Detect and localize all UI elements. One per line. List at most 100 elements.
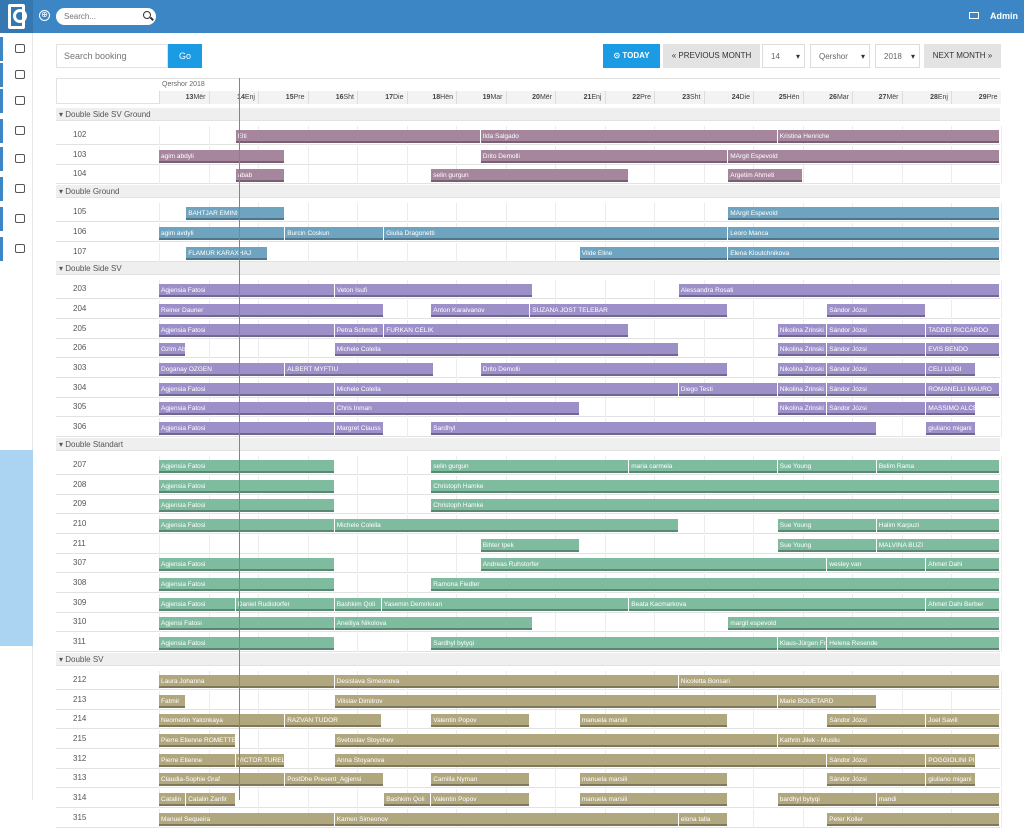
- booking-bar[interactable]: Sándor Józsi: [827, 714, 926, 728]
- booking-bar[interactable]: Sue Young: [777, 518, 876, 532]
- booking-bar[interactable]: Chris Inman: [334, 402, 579, 416]
- booking-bar[interactable]: ROMANELLI MAURO: [926, 382, 999, 396]
- booking-bar[interactable]: CELI LUIGI: [926, 363, 975, 376]
- calendar-icon[interactable]: [0, 63, 33, 87]
- booking-bar[interactable]: Nikolina Zrinski: [777, 402, 827, 416]
- booking-bar[interactable]: PostDhe Present_Agjensi: [285, 773, 384, 787]
- booking-bar[interactable]: Agjensia Fatosi: [159, 402, 334, 416]
- booking-bar[interactable]: Agjensia Fatosi: [159, 499, 334, 513]
- booking-bar[interactable]: Camilla Nyman: [431, 773, 530, 787]
- booking-bar[interactable]: Beata Kacmarkova: [629, 597, 926, 611]
- booking-bar[interactable]: Sándor Józsi: [827, 363, 926, 376]
- room-group-header[interactable]: ▾ Double Standart: [56, 437, 1000, 451]
- booking-search-input[interactable]: [56, 44, 168, 68]
- booking-bar[interactable]: Kristina Henriche: [777, 130, 999, 143]
- booking-bar[interactable]: Michele Colella: [334, 382, 678, 396]
- booking-bar[interactable]: Michele Colella: [334, 343, 678, 357]
- booking-bar[interactable]: Ahmet Dahi Berber: [926, 597, 999, 611]
- day-select[interactable]: 14: [762, 44, 805, 69]
- booking-bar[interactable]: Belim Rama: [876, 459, 999, 473]
- room-group-header[interactable]: ▾ Double Side SV: [56, 262, 1000, 276]
- booking-bar[interactable]: VICTOR TUREL: [235, 753, 285, 767]
- booking-bar[interactable]: Valentin Popov: [431, 714, 530, 728]
- booking-bar[interactable]: Sándor Józsi: [827, 382, 926, 396]
- booking-bar[interactable]: Leoro Manca: [728, 226, 999, 240]
- booking-bar[interactable]: Agjensia Fatosi: [159, 637, 334, 651]
- booking-bar[interactable]: Claudia-Sophie Graf: [159, 773, 285, 787]
- booking-bar[interactable]: Drito Demolli: [480, 149, 728, 163]
- room-group-header[interactable]: ▾ Double Ground: [56, 185, 1000, 199]
- booking-bar[interactable]: Sándor Józsi: [827, 773, 926, 787]
- booking-bar[interactable]: Joel Savill: [926, 714, 999, 728]
- month-select[interactable]: Qershor: [810, 44, 870, 69]
- today-button[interactable]: ⊙ TODAY: [603, 44, 660, 68]
- booking-bar[interactable]: Ahmet Dahi: [926, 558, 999, 572]
- booking-bar[interactable]: Halim Karpuzi: [876, 518, 999, 532]
- booking-bar[interactable]: BAHTJAR EMINI: [186, 207, 285, 221]
- booking-bar[interactable]: Christoph Hamke: [431, 479, 999, 493]
- booking-bar[interactable]: Michele Colella: [334, 518, 678, 532]
- booking-bar[interactable]: Bashkim Qoli: [334, 597, 381, 611]
- booking-bar[interactable]: Manuel Sequeira: [159, 812, 334, 826]
- booking-bar[interactable]: Agjensia Fatosi: [159, 459, 334, 473]
- booking-bar[interactable]: Yasemin Demirkıran: [381, 597, 629, 611]
- booking-bar[interactable]: Klaus-Jürgen Fri: [777, 637, 827, 651]
- booking-bar[interactable]: giuliano migani: [926, 773, 975, 787]
- booking-bar[interactable]: Argetim Ahmeti: [728, 169, 802, 183]
- booking-bar[interactable]: Nikolina Zrinski: [777, 323, 827, 337]
- booking-bar[interactable]: wesley van: [827, 558, 926, 572]
- booking-bar[interactable]: Kamen Simeonov: [334, 812, 678, 826]
- booking-bar[interactable]: Andreas Ruhstorfer: [480, 558, 827, 572]
- list-icon[interactable]: [0, 147, 33, 171]
- booking-bar[interactable]: Sándor Józsi: [827, 343, 926, 357]
- booking-bar[interactable]: Sardhyl: [431, 422, 876, 436]
- booking-bar[interactable]: MASSIMO ALCERI: [926, 402, 975, 416]
- booking-bar[interactable]: Pierre Etienne: [159, 753, 235, 767]
- go-button[interactable]: Go: [168, 44, 202, 68]
- booking-bar[interactable]: Doganay OZGEN: [159, 363, 285, 376]
- booking-bar[interactable]: Vilislav Dimitrov: [334, 694, 777, 708]
- booking-bar[interactable]: Vilde Eline: [579, 246, 728, 260]
- sidebar-toggle-icon[interactable]: ⊕: [39, 10, 50, 21]
- booking-bar[interactable]: Agjensia Fatosi: [159, 422, 334, 436]
- room-group-header[interactable]: ▾ Double SV: [56, 652, 1000, 666]
- booking-bar[interactable]: Christoph Hamke: [431, 499, 999, 513]
- booking-bar[interactable]: Agjensia Fatosi: [159, 518, 334, 532]
- booking-bar[interactable]: Fatmir: [159, 694, 186, 708]
- booking-bar[interactable]: Agjensia Fatosi: [159, 597, 235, 611]
- mail-icon[interactable]: [969, 12, 979, 19]
- booking-bar[interactable]: Agjensia Fatosi: [159, 479, 334, 493]
- booking-bar[interactable]: Elena Kloutchnikova: [728, 246, 999, 260]
- booking-bar[interactable]: Diego Testi: [678, 382, 777, 396]
- booking-bar[interactable]: Sardhyl bytyqi: [431, 637, 777, 651]
- booking-bar[interactable]: Alessandra Rosati: [678, 284, 999, 298]
- booking-bar[interactable]: Laura Johanna: [159, 674, 334, 688]
- booking-bar[interactable]: Nikolina Zrinski: [777, 382, 827, 396]
- booking-bar[interactable]: Nikolina Zrinski: [777, 343, 827, 357]
- booking-bar[interactable]: Burcin Coskun: [285, 226, 384, 240]
- next-month-button[interactable]: NEXT MONTH »: [924, 44, 1001, 68]
- booking-bar[interactable]: Bihter Ipek: [480, 538, 579, 552]
- booking-bar[interactable]: Petra Schmidt: [334, 323, 384, 337]
- booking-bar[interactable]: Agjensia Fatosi: [159, 323, 334, 337]
- booking-bar[interactable]: FLAMUR KARAXHAJ: [186, 246, 267, 260]
- booking-bar[interactable]: SUZANA JOST TELEBAR: [530, 303, 728, 317]
- booking-bar[interactable]: Ramona Fiedler: [431, 578, 999, 591]
- booking-bar[interactable]: elona talla: [678, 812, 728, 826]
- booking-bar[interactable]: TADDEI RICCARDO: [926, 323, 999, 337]
- booking-bar[interactable]: Sándor Józsi: [827, 323, 926, 337]
- booking-bar[interactable]: MArgit Espevold: [728, 207, 999, 221]
- booking-bar[interactable]: Veton Isufi: [334, 284, 532, 298]
- dashboard-icon[interactable]: [0, 37, 33, 61]
- booking-bar[interactable]: selin gurgun: [431, 459, 629, 473]
- global-search[interactable]: [56, 8, 156, 25]
- booking-bar[interactable]: Sue Young: [777, 538, 876, 552]
- booking-bar[interactable]: Gzim Ab: [159, 343, 186, 357]
- booking-bar[interactable]: Agjensia Fatosi: [159, 284, 334, 298]
- booking-bar[interactable]: giuliano migani: [926, 422, 975, 436]
- search-input[interactable]: [64, 10, 140, 23]
- booking-bar[interactable]: Margret Clauss: [334, 422, 384, 436]
- booking-bar[interactable]: Reiner Dauner: [159, 303, 384, 317]
- booking-bar[interactable]: manuela marsili: [579, 714, 728, 728]
- booking-bar[interactable]: Sándor Józsi: [827, 303, 926, 317]
